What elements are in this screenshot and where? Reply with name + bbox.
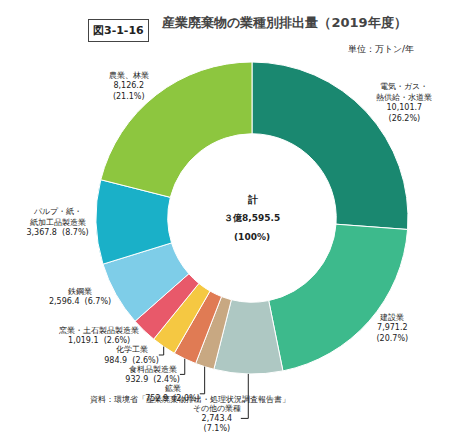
svg-text:農業、林業8,126.2(21.1%): 農業、林業8,126.2(21.1%) xyxy=(109,71,149,101)
svg-text:パルプ・紙・紙加工品製造業3,367.8 (8.7%): パルプ・紙・紙加工品製造業3,367.8 (8.7%) xyxy=(26,207,88,237)
svg-text:鉱業752.9 (2.0%): 鉱業752.9 (2.0%) xyxy=(145,384,200,403)
svg-text:窯業・土石製品製造業1,019.1 (2.6%): 窯業・土石製品製造業1,019.1 (2.6%) xyxy=(59,326,139,345)
svg-text:化学工業984.9 (2.6%): 化学工業984.9 (2.6%) xyxy=(104,345,159,364)
svg-text:電気・ガス・熱供給・水道業10,101.7(26.2%): 電気・ガス・熱供給・水道業10,101.7(26.2%) xyxy=(376,82,432,122)
svg-text:産業廃棄物の業種別排出量（2019年度）: 産業廃棄物の業種別排出量（2019年度） xyxy=(161,15,406,30)
svg-text:資料：環境省「産業廃棄物排出・処理状況調査報告書」: 資料：環境省「産業廃棄物排出・処理状況調査報告書」 xyxy=(90,395,290,404)
svg-text:その他の業種2,743.4(7.1%): その他の業種2,743.4(7.1%) xyxy=(193,404,241,434)
svg-text:図3-1-16: 図3-1-16 xyxy=(93,24,144,37)
svg-text:食料品製造業932.9 (2.4%): 食料品製造業932.9 (2.4%) xyxy=(125,365,180,384)
svg-text:計: 計 xyxy=(247,194,258,205)
svg-text:建設業7,971.2(20.7%): 建設業7,971.2(20.7%) xyxy=(376,313,408,343)
svg-text:(100%): (100%) xyxy=(234,232,270,242)
svg-text:３億8,595.5: ３億8,595.5 xyxy=(224,213,280,223)
svg-text:単位：万トン/年: 単位：万トン/年 xyxy=(348,44,414,54)
svg-text:鉄鋼業2,596.4 (6.7%): 鉄鋼業2,596.4 (6.7%) xyxy=(49,287,111,306)
